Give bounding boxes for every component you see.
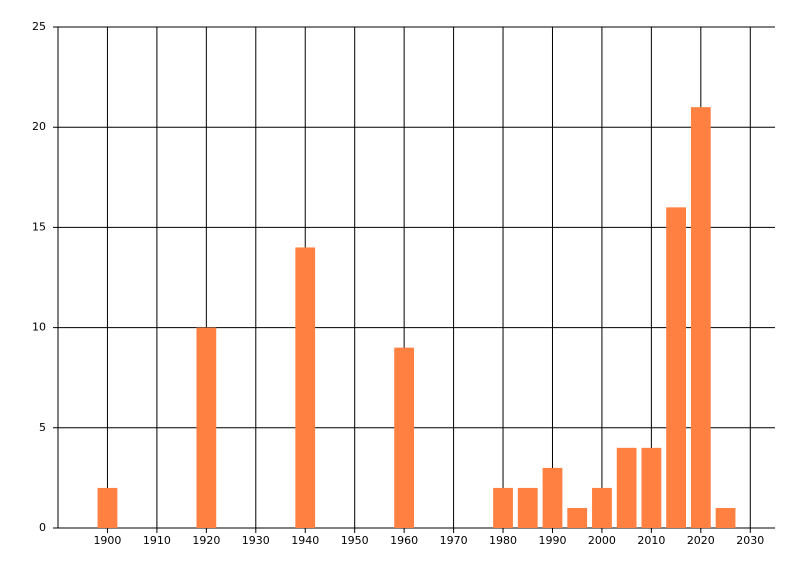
x-tick-label: 1960 bbox=[390, 534, 418, 547]
x-tick-label: 1900 bbox=[93, 534, 121, 547]
bar bbox=[616, 447, 637, 528]
bar bbox=[715, 507, 736, 528]
y-tick-label: 0 bbox=[39, 521, 46, 534]
x-tick-label: 1970 bbox=[440, 534, 468, 547]
bar bbox=[517, 487, 538, 528]
x-tick-label: 1950 bbox=[341, 534, 369, 547]
bar bbox=[394, 347, 415, 528]
x-tick-label: 1990 bbox=[538, 534, 566, 547]
x-tick-label: 2010 bbox=[637, 534, 665, 547]
x-tick-label: 1910 bbox=[143, 534, 171, 547]
bar bbox=[542, 467, 563, 528]
x-tick-label: 1980 bbox=[489, 534, 517, 547]
bar bbox=[493, 487, 513, 528]
y-tick-label: 20 bbox=[32, 120, 46, 133]
x-tick-label: 2020 bbox=[687, 534, 715, 547]
bar bbox=[592, 487, 612, 528]
bar bbox=[666, 207, 686, 529]
x-tick-label: 1940 bbox=[291, 534, 319, 547]
bar bbox=[641, 447, 662, 528]
x-tick-label: 2030 bbox=[736, 534, 764, 547]
bar bbox=[690, 107, 711, 528]
x-tick-label: 1930 bbox=[242, 534, 270, 547]
bar bbox=[295, 247, 316, 528]
bar bbox=[97, 487, 118, 528]
y-tick-label: 25 bbox=[32, 20, 46, 33]
y-tick-label: 5 bbox=[39, 421, 46, 434]
y-tick-label: 15 bbox=[32, 220, 46, 233]
x-tick-label: 2000 bbox=[588, 534, 616, 547]
bar bbox=[196, 327, 217, 528]
bar bbox=[567, 507, 588, 528]
x-tick-label: 1920 bbox=[192, 534, 220, 547]
y-tick-label: 10 bbox=[32, 321, 46, 334]
